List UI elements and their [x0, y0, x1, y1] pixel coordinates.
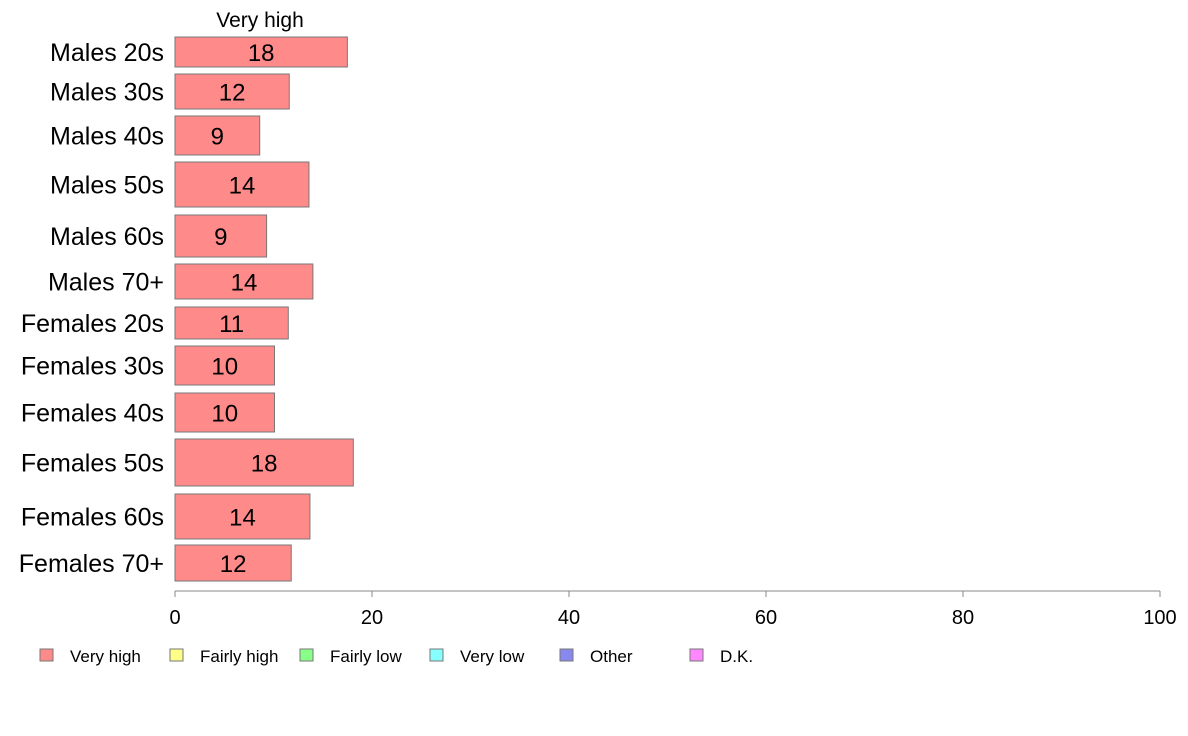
category-label: Females 70+: [19, 550, 164, 578]
legend-swatch: [299, 648, 314, 662]
bar: [174, 493, 311, 540]
x-axis: 0 20 40 60 80 100: [169, 590, 1177, 629]
legend-swatch: [559, 648, 574, 662]
bar-value-label: 14: [231, 270, 258, 297]
category-label: Males 70+: [48, 269, 164, 297]
category-label: Females 50s: [21, 450, 164, 478]
x-tick-label: 20: [361, 607, 383, 629]
category-label: Females 20s: [21, 310, 164, 338]
category-label: Males 20s: [50, 39, 164, 67]
bar-value-label: 12: [219, 80, 246, 107]
bar: [174, 392, 275, 433]
bar: [174, 214, 268, 258]
column-header: Very high: [216, 9, 304, 32]
legend-label: Other: [590, 647, 633, 666]
bar-value-label: 11: [219, 311, 244, 338]
legend-label: Very low: [460, 647, 525, 666]
category-label: Males 50s: [50, 172, 164, 200]
x-tick-label: 100: [1143, 607, 1176, 629]
bar-value-label: 14: [229, 505, 256, 532]
bar: [174, 115, 261, 156]
bar: [174, 544, 292, 582]
x-tick-label: 40: [558, 607, 580, 629]
x-tick-label: 60: [755, 607, 777, 629]
legend-label: Fairly low: [330, 647, 403, 666]
bar-value-label: 18: [248, 40, 275, 67]
legend-label: Very high: [70, 647, 141, 666]
bar-value-label: 9: [214, 224, 227, 251]
category-label: Females 40s: [21, 400, 164, 428]
legend-swatch: [689, 648, 704, 662]
category-label: Males 60s: [50, 223, 164, 251]
bar-value-label: 10: [211, 401, 238, 428]
bar: [174, 306, 289, 340]
bar: [174, 263, 314, 300]
legend-label: Fairly high: [200, 647, 278, 666]
legend: Very high Fairly high Fairly low Very low Ot…: [39, 647, 753, 666]
bar-value-label: 9: [211, 124, 224, 151]
x-tick-label: 0: [169, 607, 180, 629]
bar: [174, 73, 290, 110]
bar: [174, 161, 310, 208]
category-label: Males 40s: [50, 123, 164, 151]
bar-value-label: 12: [220, 551, 247, 578]
bar-value-label: 14: [229, 173, 256, 200]
bar: [174, 36, 348, 68]
category-label: Females 30s: [21, 353, 164, 381]
category-label: Females 60s: [21, 504, 164, 532]
bar: [174, 438, 354, 487]
legend-label: D.K.: [720, 647, 753, 666]
bars-layer: Males 20s 18 Males 30s 12 Males 40s 9 Males 50…: [19, 36, 354, 582]
legend-swatch: [39, 648, 54, 662]
legend-swatch: [169, 648, 184, 662]
bar: [174, 345, 275, 386]
bar-value-label: 10: [211, 354, 238, 381]
x-tick-label: 80: [952, 607, 974, 629]
category-label: Males 30s: [50, 79, 164, 107]
legend-swatch: [429, 648, 444, 662]
bar-value-label: 18: [251, 451, 278, 478]
